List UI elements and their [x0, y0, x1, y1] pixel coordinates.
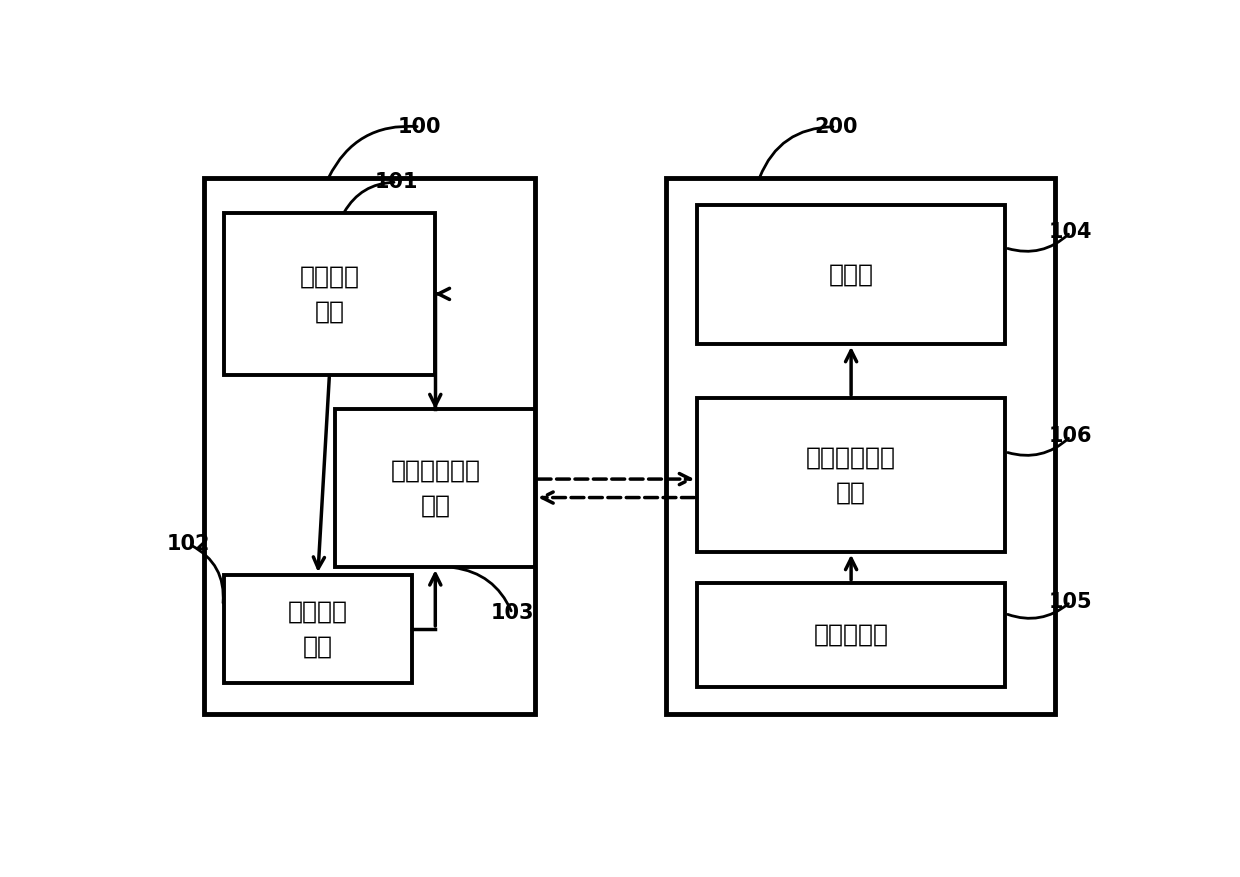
Text: 101: 101 — [374, 172, 419, 192]
Bar — [697, 582, 1006, 687]
Text: 显示屏: 显示屏 — [828, 262, 874, 287]
Text: 102: 102 — [167, 534, 211, 554]
Text: 200: 200 — [813, 117, 857, 137]
Bar — [223, 575, 412, 682]
Text: 104: 104 — [1049, 222, 1092, 242]
Text: 103: 103 — [491, 603, 534, 624]
Bar — [666, 178, 1055, 714]
Bar — [697, 398, 1006, 552]
Text: 第二无线通信
模块: 第二无线通信 模块 — [806, 446, 897, 504]
Text: 第一无线通信
模块: 第一无线通信 模块 — [391, 459, 480, 518]
Text: 100: 100 — [398, 117, 441, 137]
Bar — [205, 178, 536, 714]
Text: 106: 106 — [1049, 426, 1092, 446]
Bar — [335, 410, 536, 567]
Text: 中央处理
单元: 中央处理 单元 — [299, 264, 360, 324]
Bar — [697, 205, 1006, 344]
Text: 105: 105 — [1049, 592, 1092, 612]
Text: 显示控制
模块: 显示控制 模块 — [288, 599, 348, 659]
Bar — [223, 213, 435, 374]
Text: 传感器模块: 传感器模块 — [813, 623, 889, 646]
